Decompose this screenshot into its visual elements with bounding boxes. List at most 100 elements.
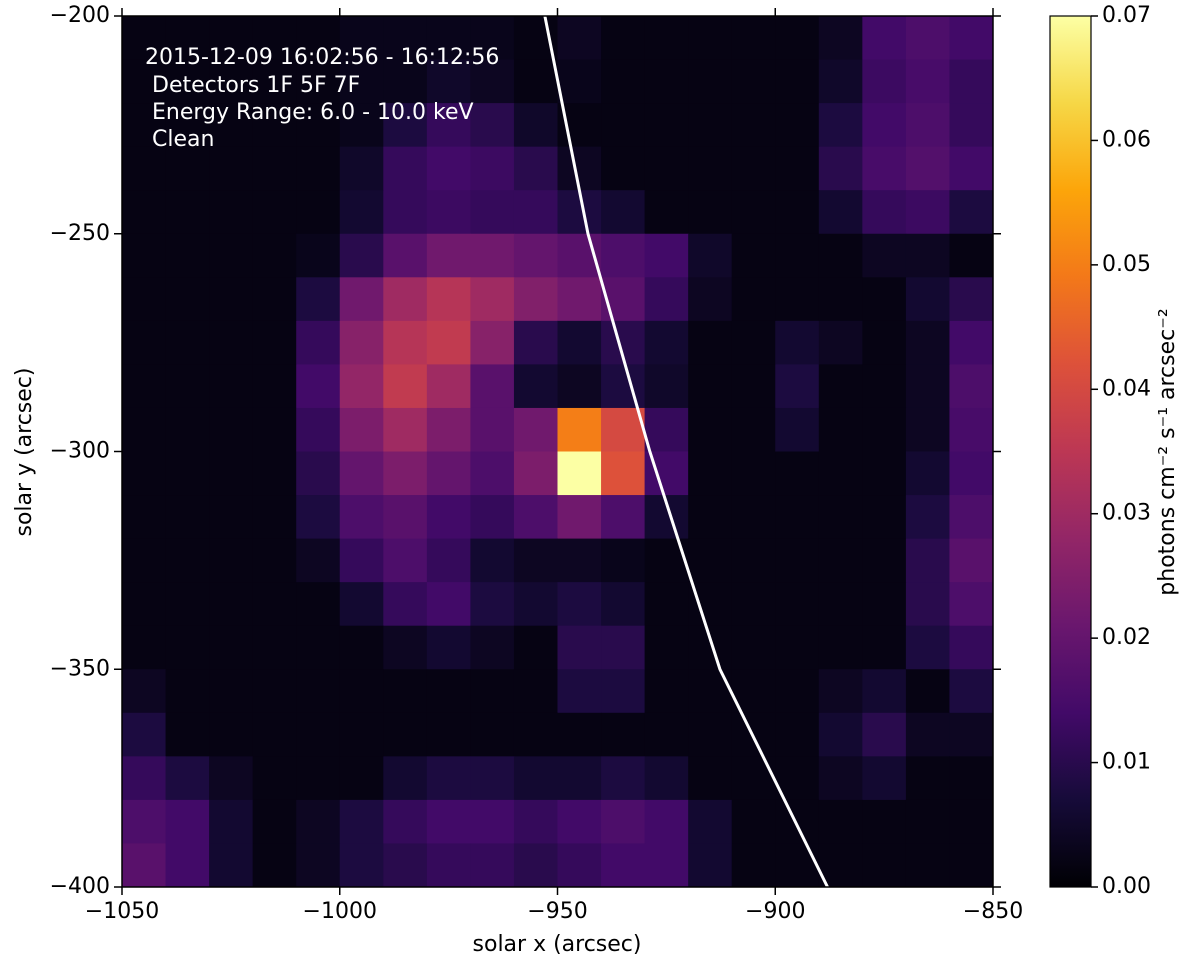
heatmap-cell — [557, 277, 602, 322]
heatmap-cell — [949, 320, 994, 365]
heatmap-cell — [383, 407, 428, 452]
heatmap-cell — [905, 146, 950, 191]
heatmap-cell — [601, 146, 646, 191]
heatmap-cell — [296, 669, 341, 714]
heatmap-cell — [905, 582, 950, 627]
heatmap-cell — [688, 277, 733, 322]
heatmap-cell — [122, 538, 167, 583]
heatmap-cell — [296, 233, 341, 278]
heatmap-cell — [731, 843, 776, 888]
heatmap-cell — [513, 712, 558, 757]
heatmap-cell — [949, 233, 994, 278]
heatmap-cell — [296, 146, 341, 191]
heatmap-cell — [252, 59, 297, 104]
heatmap-cell — [513, 843, 558, 888]
heatmap-cell — [862, 16, 907, 61]
heatmap-cell — [252, 407, 297, 452]
heatmap-cell — [818, 407, 863, 452]
heatmap-cell — [165, 277, 210, 322]
heatmap-cell — [470, 364, 515, 409]
heatmap-cell — [775, 538, 820, 583]
heatmap-cell — [601, 16, 646, 61]
heatmap-cell — [252, 233, 297, 278]
heatmap-cell — [818, 799, 863, 844]
heatmap-cell — [122, 843, 167, 888]
heatmap-cell — [557, 843, 602, 888]
heatmap-cell — [165, 799, 210, 844]
heatmap-cell — [122, 103, 167, 148]
heatmap-cell — [209, 495, 254, 540]
heatmap-cell — [601, 103, 646, 148]
heatmap-cell — [775, 582, 820, 627]
heatmap-cell — [470, 16, 515, 61]
heatmap-cell — [775, 451, 820, 496]
heatmap-cell — [165, 407, 210, 452]
heatmap-cell — [426, 451, 471, 496]
heatmap-cell — [209, 320, 254, 365]
heatmap-cell — [252, 190, 297, 235]
colorbar-tick-label: 0.06 — [1102, 127, 1151, 152]
heatmap-cell — [731, 538, 776, 583]
heatmap-cell — [470, 146, 515, 191]
heatmap-cell — [688, 233, 733, 278]
x-tick-label: −950 — [527, 899, 587, 924]
heatmap-cell — [818, 843, 863, 888]
heatmap-cell — [731, 190, 776, 235]
heatmap-cell — [688, 712, 733, 757]
heatmap-cell — [862, 59, 907, 104]
heatmap-cell — [862, 712, 907, 757]
heatmap-cell — [644, 190, 689, 235]
annotation: 2015-12-09 16:02:56 - 16:12:56 — [145, 45, 499, 70]
heatmap-cell — [818, 320, 863, 365]
heatmap-cell — [513, 233, 558, 278]
heatmap-cell — [209, 59, 254, 104]
heatmap-cell — [513, 277, 558, 322]
heatmap-cell — [513, 320, 558, 365]
heatmap-cell — [731, 625, 776, 670]
heatmap-cell — [383, 277, 428, 322]
heatmap-cell — [122, 495, 167, 540]
heatmap-cell — [644, 233, 689, 278]
heatmap-cell — [862, 451, 907, 496]
heatmap-cell — [339, 277, 384, 322]
colorbar-tick-label: 0.02 — [1102, 625, 1151, 650]
heatmap-cell — [252, 364, 297, 409]
heatmap-cell — [122, 582, 167, 627]
heatmap-cell — [557, 669, 602, 714]
heatmap-cell — [949, 103, 994, 148]
heatmap-cell — [731, 582, 776, 627]
heatmap-cell — [252, 451, 297, 496]
heatmap-cell — [426, 712, 471, 757]
heatmap-cell — [165, 756, 210, 801]
heatmap-cell — [818, 233, 863, 278]
heatmap-cell — [905, 495, 950, 540]
heatmap-cell — [905, 669, 950, 714]
y-tick-label: −350 — [50, 656, 110, 681]
heatmap-cell — [383, 233, 428, 278]
heatmap-cell — [949, 190, 994, 235]
heatmap-cell — [731, 233, 776, 278]
heatmap-cell — [470, 451, 515, 496]
heatmap-cell — [296, 190, 341, 235]
heatmap-cell — [862, 407, 907, 452]
heatmap-cell — [339, 843, 384, 888]
heatmap-cell — [688, 843, 733, 888]
heatmap-cell — [470, 843, 515, 888]
heatmap-cell — [949, 756, 994, 801]
heatmap-cell — [949, 669, 994, 714]
heatmap-cell — [775, 843, 820, 888]
heatmap-cell — [644, 799, 689, 844]
heatmap-cell — [949, 538, 994, 583]
heatmap-cell — [165, 59, 210, 104]
heatmap-cell — [470, 799, 515, 844]
heatmap-cell — [383, 190, 428, 235]
heatmap-cell — [252, 843, 297, 888]
y-tick-label: −400 — [50, 874, 110, 899]
heatmap-cell — [122, 16, 167, 61]
colorbar-tick-label: 0.00 — [1102, 874, 1151, 899]
heatmap-cell — [296, 16, 341, 61]
heatmap-cell — [688, 364, 733, 409]
heatmap-cell — [383, 799, 428, 844]
heatmap-cell — [644, 712, 689, 757]
